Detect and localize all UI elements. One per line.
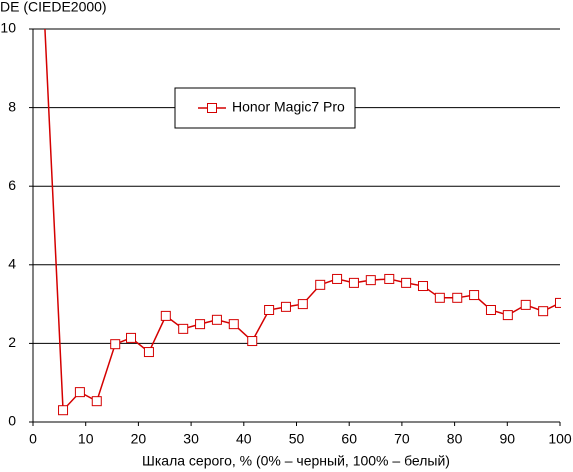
marker	[502, 310, 513, 321]
marker	[365, 275, 376, 286]
marker	[110, 339, 121, 350]
marker	[143, 347, 154, 358]
y-axis-label: DE (CIEDE2000)	[0, 0, 107, 15]
x-tick-label: 10	[78, 431, 94, 447]
marker	[211, 314, 222, 325]
x-axis-label: Шкала серого, % (0% – черный, 100% – бел…	[142, 453, 450, 469]
x-tick-label: 0	[29, 431, 37, 447]
marker	[178, 323, 189, 334]
marker	[126, 332, 137, 343]
y-tick-label: 2	[8, 334, 16, 350]
legend-marker	[207, 103, 217, 113]
x-tick-label: 30	[183, 431, 199, 447]
marker	[297, 299, 308, 310]
x-tick-label: 60	[341, 431, 357, 447]
marker	[315, 279, 326, 290]
marker	[401, 277, 412, 288]
marker	[520, 299, 531, 310]
marker	[384, 273, 395, 284]
y-tick-label: 0	[8, 413, 16, 429]
y-tick-label: 6	[8, 177, 16, 193]
marker	[58, 405, 69, 416]
marker	[280, 301, 291, 312]
marker	[417, 281, 428, 292]
marker	[538, 306, 549, 317]
marker	[247, 336, 258, 347]
y-tick-label: 8	[8, 98, 16, 114]
marker	[485, 304, 496, 315]
y-tick-label: 10	[0, 20, 16, 36]
marker	[91, 396, 102, 407]
marker	[469, 290, 480, 301]
x-tick-label: 90	[500, 431, 516, 447]
marker	[264, 304, 275, 315]
marker	[348, 277, 359, 288]
y-tick-label: 4	[8, 256, 16, 272]
x-tick-label: 100	[548, 431, 572, 447]
x-tick-label: 80	[447, 431, 463, 447]
legend-label: Honor Magic7 Pro	[232, 99, 345, 115]
marker	[434, 292, 445, 303]
x-tick-label: 40	[236, 431, 252, 447]
x-tick-label: 20	[131, 431, 147, 447]
marker	[332, 273, 343, 284]
marker	[452, 292, 463, 303]
x-tick-label: 50	[289, 431, 305, 447]
marker	[160, 310, 171, 321]
x-tick-label: 70	[394, 431, 410, 447]
marker	[228, 319, 239, 330]
marker	[555, 297, 561, 308]
marker	[195, 319, 206, 330]
marker	[74, 387, 85, 398]
